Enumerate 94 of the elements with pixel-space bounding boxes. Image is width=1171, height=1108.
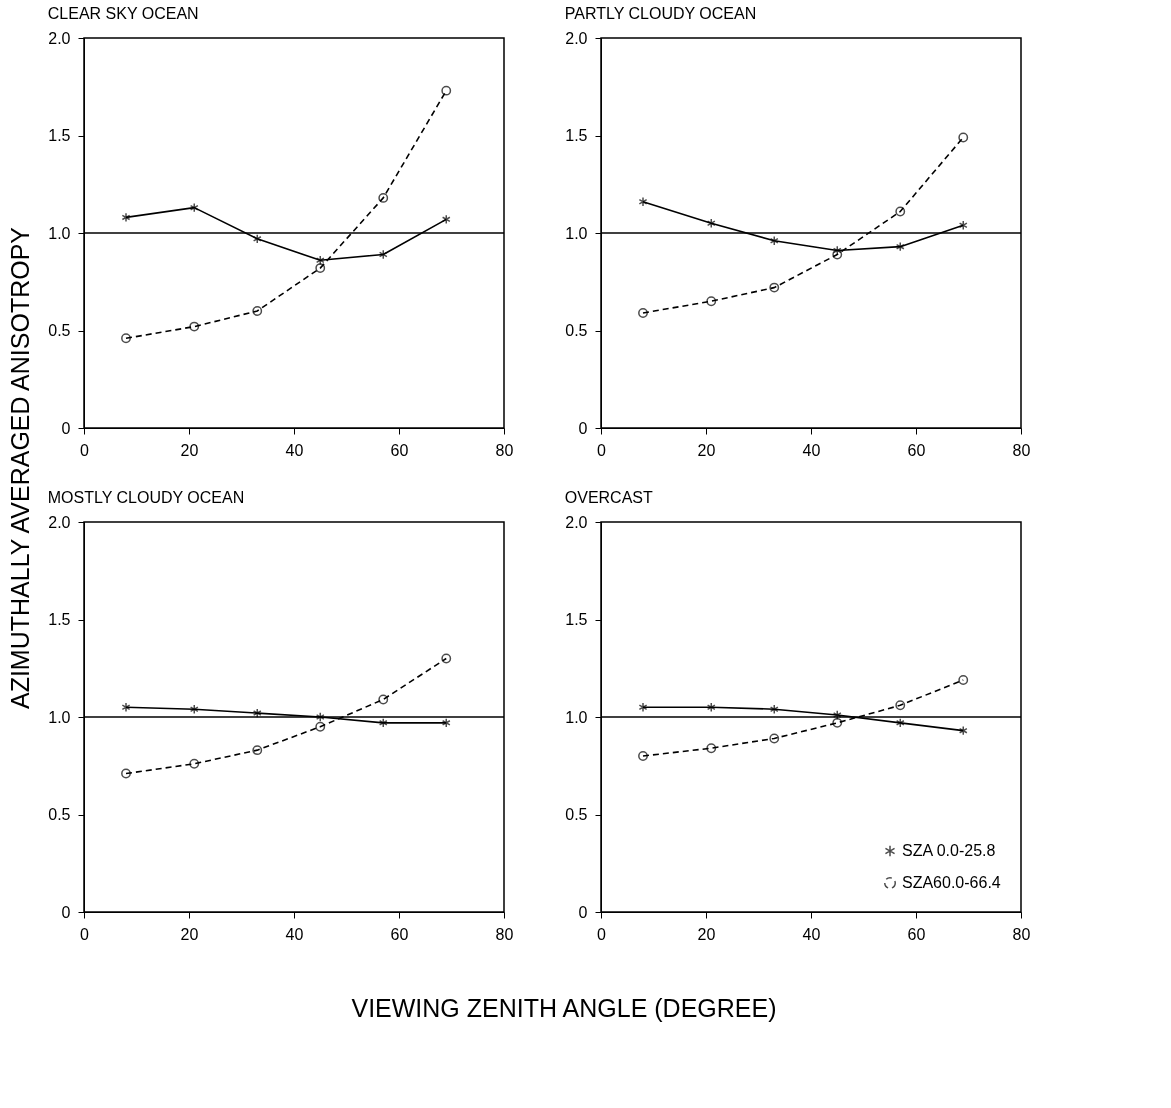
- x-tick-label: 0: [597, 925, 607, 943]
- x-tick-label: 60: [390, 925, 409, 943]
- point: [706, 702, 716, 713]
- point: [378, 717, 388, 728]
- point: [252, 306, 263, 316]
- chart-title: PARTLY CLOUDY OCEAN: [564, 5, 757, 22]
- x-tick-label: 60: [390, 441, 409, 459]
- point: [769, 235, 779, 246]
- x-tick-label: 40: [802, 441, 821, 459]
- y-tick-label: 1.5: [565, 611, 588, 628]
- y-tick-label: 1.5: [565, 127, 588, 144]
- y-tick-label: 0: [578, 903, 588, 921]
- x-tick-label: 80: [495, 925, 514, 943]
- point: [958, 132, 969, 143]
- point: [378, 694, 389, 705]
- y-axis-title: AZIMUTHALLY AVERAGED ANISOTROPY: [6, 226, 34, 710]
- point: [189, 704, 199, 715]
- y-tick-label: 0.5: [48, 806, 71, 823]
- point: [958, 725, 968, 736]
- point: [378, 249, 388, 260]
- point: [121, 702, 131, 713]
- point: [706, 218, 716, 229]
- point: [189, 321, 200, 332]
- point: [638, 308, 648, 318]
- y-tick-label: 2.0: [48, 513, 71, 531]
- x-tick-label: 80: [1012, 441, 1031, 459]
- point: [895, 241, 905, 252]
- x-tick-label: 0: [80, 925, 90, 943]
- point: [895, 700, 906, 711]
- y-tick-label: 0.5: [48, 322, 71, 339]
- point: [832, 717, 843, 728]
- point: [189, 202, 199, 213]
- point: [832, 249, 843, 260]
- y-tick-label: 0: [61, 419, 71, 437]
- point: [638, 196, 648, 207]
- point: [121, 768, 131, 779]
- legend-label: SZA60.0-66.4: [902, 874, 1001, 891]
- y-tick-label: 1.0: [565, 708, 588, 726]
- point: [252, 233, 262, 244]
- legend-label: SZA 0.0-25.8: [902, 842, 996, 859]
- chart-title: OVERCAST: [564, 489, 653, 506]
- point: [378, 192, 389, 203]
- x-tick-label: 60: [907, 441, 926, 459]
- point: [121, 212, 131, 223]
- chart-title: MOSTLY CLOUDY OCEAN: [47, 489, 245, 506]
- y-tick-label: 0.5: [565, 806, 588, 823]
- point: [252, 745, 263, 756]
- point: [252, 708, 262, 719]
- point: [895, 206, 906, 217]
- point: [958, 220, 968, 231]
- point: [958, 675, 969, 685]
- point: [189, 758, 200, 769]
- point: [315, 255, 325, 266]
- point: [895, 717, 905, 728]
- point: [706, 296, 717, 307]
- y-tick-label: 2.0: [565, 513, 588, 531]
- x-tick-label: 60: [907, 925, 926, 943]
- x-tick-label: 40: [285, 925, 304, 943]
- x-tick-label: 40: [285, 441, 304, 459]
- chart-title: CLEAR SKY OCEAN: [47, 5, 199, 22]
- x-tick-label: 0: [597, 441, 607, 459]
- point: [121, 333, 131, 344]
- point: [706, 743, 717, 754]
- y-tick-label: 0.5: [565, 322, 588, 339]
- y-tick-label: 1.5: [48, 611, 71, 628]
- point: [441, 85, 452, 96]
- point: [638, 751, 648, 761]
- x-tick-label: 20: [697, 925, 716, 943]
- x-tick-label: 80: [1012, 925, 1031, 943]
- y-tick-label: 2.0: [565, 29, 588, 47]
- x-tick-label: 0: [80, 441, 90, 459]
- y-tick-label: 1.0: [48, 224, 71, 242]
- point: [769, 282, 780, 293]
- point: [315, 263, 326, 274]
- point: [441, 653, 452, 664]
- point: [441, 214, 451, 225]
- x-axis-title: VIEWING ZENITH ANGLE (DEGREE): [351, 994, 777, 1022]
- point: [769, 733, 780, 744]
- point: [441, 717, 451, 728]
- x-tick-label: 80: [495, 441, 514, 459]
- y-tick-label: 1.0: [48, 708, 71, 726]
- y-tick-label: 0: [61, 903, 71, 921]
- point: [315, 712, 325, 722]
- y-tick-label: 1.5: [48, 127, 71, 144]
- y-tick-label: 2.0: [48, 29, 71, 47]
- point: [315, 721, 326, 732]
- point: [638, 702, 648, 713]
- y-tick-label: 1.0: [565, 224, 588, 242]
- x-tick-label: 20: [697, 441, 716, 459]
- x-tick-label: 40: [802, 925, 821, 943]
- point: [769, 704, 779, 715]
- x-tick-label: 20: [180, 925, 199, 943]
- x-tick-label: 20: [180, 441, 199, 459]
- y-tick-label: 0: [578, 419, 588, 437]
